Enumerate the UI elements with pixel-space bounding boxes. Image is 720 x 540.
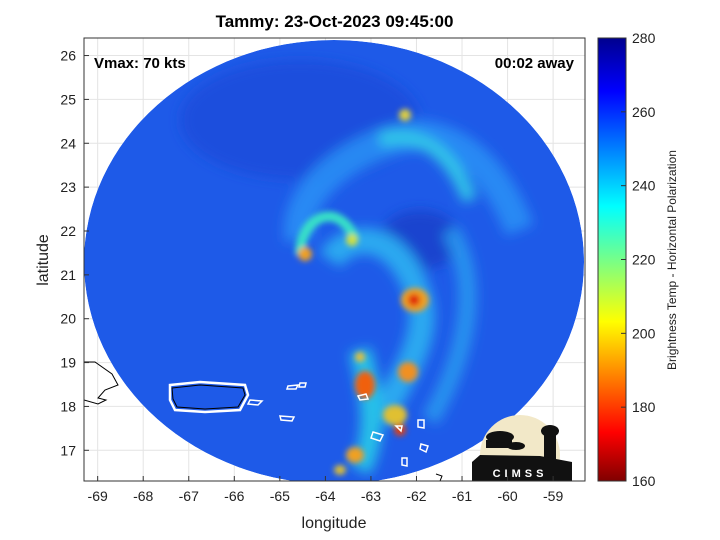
- y-tick-label: 19: [60, 355, 76, 371]
- y-tick-label: 18: [60, 398, 76, 414]
- x-tick-label: -65: [270, 488, 290, 504]
- y-tick-label: 24: [60, 135, 76, 151]
- colorbar-tick-label: 260: [632, 104, 656, 120]
- colorbar-tick-label: 180: [632, 399, 656, 415]
- x-tick-label: -69: [88, 488, 108, 504]
- x-tick-label: -63: [361, 488, 381, 504]
- y-tick-label: 23: [60, 179, 76, 195]
- y-tick-label: 22: [60, 223, 76, 239]
- y-tick-label: 21: [60, 267, 76, 283]
- x-tick-label: -64: [315, 488, 335, 504]
- x-tick-label: -61: [452, 488, 472, 504]
- colorbar-ticks: 160 180 200 220 240 260 280: [621, 30, 656, 489]
- y-tick-label: 17: [60, 442, 76, 458]
- x-tick-label: -62: [406, 488, 426, 504]
- y-axis-label: latitude: [35, 234, 52, 286]
- time-away-annotation: 00:02 away: [495, 55, 575, 72]
- coastlines: [84, 361, 443, 481]
- colorbar-tick-label: 280: [632, 30, 656, 46]
- plot-title: Tammy: 23-Oct-2023 09:45:00: [215, 12, 454, 31]
- satellite-scene: CIMSS: [84, 40, 584, 481]
- x-tick-label: -60: [497, 488, 517, 504]
- vmax-annotation: Vmax: 70 kts: [94, 55, 186, 72]
- y-tick-label: 25: [60, 91, 76, 107]
- x-axis-label: longitude: [302, 515, 367, 532]
- colorbar-tick-label: 160: [632, 473, 656, 489]
- x-axis: -69 -68 -67 -66 -65 -64 -63 -62 -61 -60 -59: [88, 476, 563, 504]
- y-tick-label: 26: [60, 48, 76, 64]
- y-tick-label: 20: [60, 311, 76, 327]
- colorbar-label: Brightness Temp - Horizontal Polarizatio…: [665, 150, 679, 370]
- cimss-logo: CIMSS: [472, 415, 572, 481]
- colorbar-tick-label: 220: [632, 252, 656, 268]
- x-tick-label: -59: [543, 488, 563, 504]
- plot-frame: [83, 37, 586, 482]
- y-axis: 17 18 19 20 21 22 23 24 25 26: [60, 48, 89, 458]
- x-tick-label: -66: [224, 488, 244, 504]
- logo-text: CIMSS: [493, 468, 548, 480]
- colorbar-tick-label: 240: [632, 178, 656, 194]
- x-tick-label: -68: [133, 488, 153, 504]
- colorbar-tick-label: 200: [632, 325, 656, 341]
- x-tick-label: -67: [179, 488, 199, 504]
